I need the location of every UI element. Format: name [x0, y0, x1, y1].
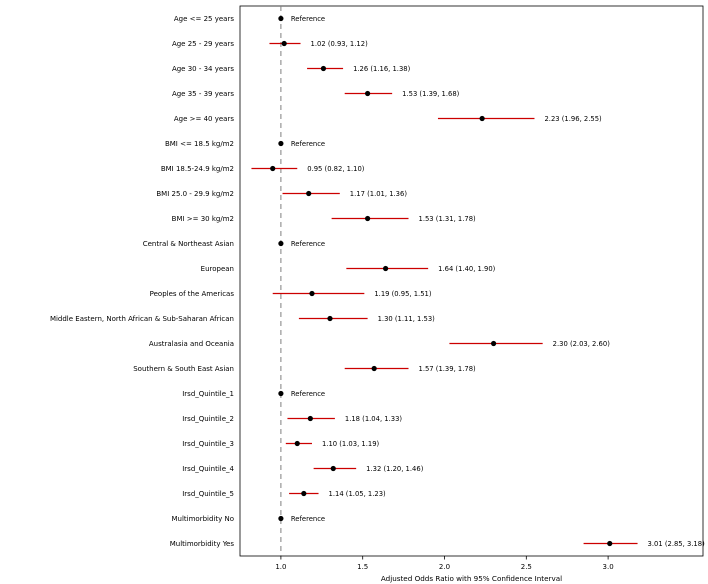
value-annotation: 1.19 (0.95, 1.51)	[374, 290, 432, 298]
value-annotation: 1.26 (1.16, 1.38)	[353, 65, 411, 73]
x-axis-title: Adjusted Odds Ratio with 95% Confidence …	[381, 574, 562, 583]
value-annotation: Reference	[291, 140, 325, 148]
point-marker	[479, 115, 485, 122]
point-marker	[307, 415, 313, 422]
row-label: Age 25 - 29 years	[172, 40, 234, 48]
point-marker	[309, 290, 315, 297]
x-tick-label: 1.5	[357, 563, 368, 571]
row-label: Australasia and Oceania	[149, 340, 234, 348]
point-marker	[306, 190, 312, 197]
value-annotation: 1.18 (1.04, 1.33)	[345, 415, 403, 423]
point-marker	[365, 90, 371, 97]
value-annotation: 2.30 (2.03, 2.60)	[553, 340, 611, 348]
row-label: Multimorbidity Yes	[170, 540, 235, 548]
point-marker	[278, 15, 284, 22]
row-label: Age 35 - 39 years	[172, 90, 234, 98]
point-marker	[365, 215, 371, 222]
value-annotation: 1.53 (1.31, 1.78)	[419, 215, 477, 223]
value-annotation: 1.14 (1.05, 1.23)	[329, 490, 387, 498]
value-annotation: Reference	[291, 390, 325, 398]
value-annotation: 1.30 (1.11, 1.53)	[378, 315, 436, 323]
row-label: Irsd_Quintile_3	[182, 440, 234, 448]
row-label: Irsd_Quintile_4	[182, 465, 234, 473]
value-annotation: 1.02 (0.93, 1.12)	[311, 40, 369, 48]
row-label: Age <= 25 years	[174, 15, 234, 23]
plot-frame	[239, 5, 704, 557]
value-annotation: 1.32 (1.20, 1.46)	[366, 465, 424, 473]
x-tick-label: 2.5	[521, 563, 532, 571]
row-label: BMI 25.0 - 29.9 kg/m2	[156, 190, 234, 198]
row-label: Irsd_Quintile_1	[182, 390, 234, 398]
point-marker	[278, 240, 284, 247]
value-annotation: Reference	[291, 515, 325, 523]
row-label: Middle Eastern, North African & Sub-Saha…	[50, 315, 234, 323]
value-annotation: 2.23 (1.96, 2.55)	[544, 115, 602, 123]
x-tick-label: 3.0	[603, 563, 614, 571]
point-marker	[320, 65, 327, 72]
row-label: Central & Northeast Asian	[143, 240, 234, 248]
point-marker	[278, 140, 284, 147]
row-label: Southern & South East Asian	[133, 365, 234, 373]
row-label: BMI 18.5-24.9 kg/m2	[161, 165, 234, 173]
row-label: Age 30 - 34 years	[172, 65, 234, 73]
row-label: BMI >= 30 kg/m2	[172, 215, 234, 223]
point-marker	[281, 40, 287, 47]
point-marker	[294, 440, 300, 447]
point-marker	[327, 315, 333, 322]
row-label: European	[201, 265, 234, 273]
point-marker	[383, 265, 389, 272]
point-marker	[330, 465, 336, 472]
row-label: Irsd_Quintile_2	[182, 415, 234, 423]
x-tick-label: 1.0	[275, 563, 286, 571]
point-marker	[490, 340, 497, 347]
point-marker	[278, 515, 284, 522]
value-annotation: 1.17 (1.01, 1.36)	[350, 190, 408, 198]
row-label: Multimorbidity No	[172, 515, 235, 523]
value-annotation: 1.10 (1.03, 1.19)	[322, 440, 380, 448]
value-annotation: 0.95 (0.82, 1.10)	[307, 165, 365, 173]
point-marker	[278, 390, 284, 397]
row-label: Age >= 40 years	[174, 115, 234, 123]
row-label: Irsd_Quintile_5	[182, 490, 234, 498]
row-label: BMI <= 18.5 kg/m2	[165, 140, 234, 148]
point-marker	[270, 165, 276, 172]
value-annotation: 1.64 (1.40, 1.90)	[438, 265, 496, 273]
value-annotation: 1.57 (1.39, 1.78)	[419, 365, 477, 373]
x-tick-label: 2.0	[439, 563, 450, 571]
row-label: Peoples of the Americas	[150, 290, 235, 298]
point-marker	[371, 365, 377, 372]
value-annotation: Reference	[291, 240, 325, 248]
value-annotation: 1.53 (1.39, 1.68)	[402, 90, 460, 98]
point-marker	[301, 490, 307, 497]
value-annotation: Reference	[291, 15, 325, 23]
value-annotation: 3.01 (2.85, 3.18)	[648, 540, 706, 548]
point-marker	[607, 540, 613, 547]
